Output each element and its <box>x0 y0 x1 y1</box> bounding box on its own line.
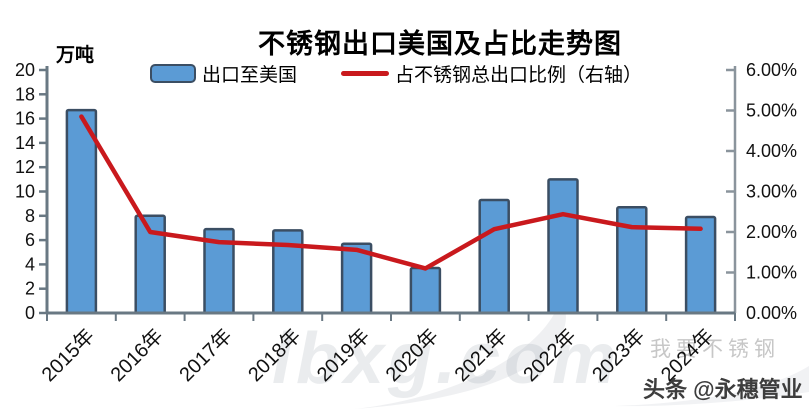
legend-item-ratio: 占不锈钢总出口比例（右轴） <box>341 60 642 87</box>
x-tick-label: 2019年 <box>312 324 374 386</box>
legend-item-exports: 出口至美国 <box>150 60 297 87</box>
watermark-swoosh-2 <box>615 366 809 407</box>
chart-title: 不锈钢出口美国及占比走势图 <box>258 29 622 59</box>
left-tick-label: 4 <box>25 254 35 274</box>
legend-line-swatch <box>341 71 390 76</box>
left-tick-label: 16 <box>15 109 35 129</box>
x-tick-label: 2015年 <box>37 324 99 386</box>
left-tick-label: 10 <box>15 182 35 202</box>
x-tick-label: 2017年 <box>175 324 237 386</box>
legend-bar-swatch <box>150 64 196 83</box>
bars-series <box>65 108 717 315</box>
watermark-site-logo: lbxg.com <box>272 319 621 399</box>
right-tick-label: 5.00% <box>746 101 797 121</box>
legend-line-label: 占不锈钢总出口比例（右轴） <box>395 65 643 86</box>
y-axis-unit-label: 万吨 <box>56 45 95 66</box>
x-axis-labels: 2015年 2016年 2017年 2018年 2019年 2020年 2021年 2022年… <box>37 324 718 386</box>
right-tick-label: 4.00% <box>746 141 797 161</box>
left-tick-label: 12 <box>15 157 35 177</box>
watermark-brand-text: 我要不锈钢 <box>650 337 780 361</box>
right-tick-label: 6.00% <box>746 60 797 80</box>
right-tick-label: 0.00% <box>746 303 797 323</box>
ratio-line <box>79 114 703 271</box>
x-tick-label: 2016年 <box>106 324 168 386</box>
left-tick-label: 14 <box>15 133 35 153</box>
x-axis <box>46 311 736 321</box>
right-axis: 6.00% 5.00% 4.00% 3.00% 2.00% 1.00% 0.00% <box>726 60 797 323</box>
left-tick-label: 6 <box>25 230 35 250</box>
bar-2015年 <box>65 108 98 315</box>
right-tick-label: 1.00% <box>746 263 797 283</box>
bar-2022年 <box>547 178 579 315</box>
watermark-byline: 头条 @永穗管业 <box>643 377 803 402</box>
x-tick-label: 2020年 <box>381 324 443 386</box>
left-tick-label: 8 <box>25 206 35 226</box>
right-tick-label: 3.00% <box>746 182 797 202</box>
bar-2021年 <box>478 198 510 315</box>
watermark-swoosh <box>355 298 566 409</box>
x-tick-label: 2018年 <box>243 324 305 386</box>
bar-2024年 <box>684 215 717 315</box>
x-tick-label: 2023年 <box>587 324 649 386</box>
legend-bar-label: 出口至美国 <box>202 65 298 86</box>
left-tick-label: 2 <box>25 279 35 299</box>
left-tick-label: 18 <box>15 84 35 104</box>
bar-2020年 <box>409 266 442 315</box>
legend: 出口至美国 占不锈钢总出口比例（右轴） <box>150 60 642 87</box>
right-tick-label: 2.00% <box>746 222 797 242</box>
left-tick-label: 20 <box>15 60 35 80</box>
left-tick-label: 0 <box>25 303 35 323</box>
